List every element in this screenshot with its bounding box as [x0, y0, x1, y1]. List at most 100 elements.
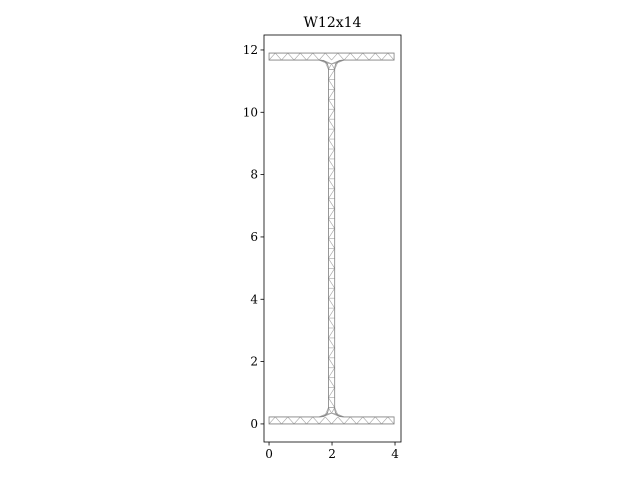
- mesh-edge: [328, 168, 335, 179]
- mesh-edge: [328, 188, 335, 199]
- mesh-edge: [328, 138, 335, 150]
- mesh-edge: [312, 52, 320, 61]
- mesh-edge: [300, 416, 307, 425]
- mesh-edge: [328, 89, 335, 100]
- axes-frame: [263, 34, 402, 443]
- mesh-edge: [331, 52, 339, 61]
- mesh-edge: [312, 416, 320, 425]
- mesh-edge: [328, 208, 335, 219]
- mesh-edge: [328, 238, 335, 249]
- mesh-edge: [275, 52, 282, 61]
- mesh-edge: [318, 413, 326, 418]
- mesh-group: [268, 52, 395, 425]
- mesh-edge: [328, 268, 335, 279]
- mesh-edge: [306, 52, 314, 61]
- mesh-edge: [387, 416, 395, 425]
- mesh-edge: [268, 416, 276, 425]
- mesh-edge: [331, 63, 335, 70]
- mesh-edge: [328, 109, 335, 120]
- mesh-edge: [343, 416, 351, 425]
- mesh-edge: [328, 298, 335, 309]
- mesh-edge: [331, 416, 339, 425]
- mesh-edge: [331, 407, 335, 414]
- mesh-edge: [328, 148, 335, 160]
- mesh-edge: [328, 79, 335, 90]
- y-tick-label: 0: [250, 417, 258, 431]
- mesh-edge: [318, 59, 326, 64]
- mesh-edge: [328, 278, 335, 289]
- y-tick-label: 4: [250, 292, 258, 306]
- mesh-edge: [337, 52, 345, 61]
- mesh-edge: [325, 416, 332, 425]
- mesh-edge: [343, 52, 351, 61]
- x-tick-label: 4: [391, 447, 399, 461]
- chart-title: W12x14: [304, 15, 362, 31]
- mesh-edge: [337, 416, 345, 425]
- mesh-edge: [293, 52, 301, 61]
- mesh-edge: [328, 119, 335, 130]
- mesh-edge: [381, 52, 389, 61]
- mesh-edge: [328, 337, 335, 349]
- y-tick-label: 2: [250, 355, 258, 369]
- axes: 0 2 4 0 2 4 6 8 10 12: [243, 34, 402, 461]
- mesh-edge: [328, 317, 335, 329]
- y-tick-label: 8: [250, 168, 258, 182]
- mesh-edge: [318, 52, 326, 61]
- mesh-edge: [350, 416, 357, 425]
- mesh-edge: [328, 248, 335, 259]
- mesh-edge: [325, 52, 332, 61]
- mesh-edge: [381, 416, 389, 425]
- mesh-edge: [328, 69, 335, 80]
- x-tick-label: 0: [265, 447, 273, 461]
- mesh-edge: [325, 62, 329, 70]
- mesh-edge: [362, 52, 370, 61]
- mesh-edge: [268, 52, 276, 61]
- mesh-edge: [328, 387, 335, 398]
- mesh-edge: [350, 52, 357, 61]
- mesh-edge: [328, 158, 335, 170]
- y-tick-label: 12: [243, 43, 258, 57]
- mesh-edge: [275, 416, 282, 425]
- mesh-edge: [356, 52, 364, 61]
- mesh-edge: [375, 52, 382, 61]
- mesh-edge: [368, 52, 376, 61]
- mesh-edge: [328, 347, 335, 358]
- mesh-edge: [368, 416, 376, 425]
- mesh-edge: [328, 128, 335, 140]
- mesh-edge: [328, 258, 335, 269]
- mesh-edge: [328, 367, 335, 378]
- mesh-edge: [328, 218, 335, 229]
- mesh-edge: [293, 416, 301, 425]
- mesh-edge: [334, 407, 338, 415]
- y-tick-label: 6: [250, 230, 258, 244]
- mesh-edge: [328, 307, 335, 319]
- mesh-edge: [328, 63, 332, 70]
- mesh-edge: [325, 407, 329, 415]
- mesh-edge: [306, 416, 314, 425]
- mesh-edge: [328, 99, 335, 110]
- mesh-edge: [300, 52, 307, 61]
- mesh-edge: [287, 416, 295, 425]
- y-tick-label: 10: [243, 105, 258, 119]
- mesh-edge: [328, 198, 335, 209]
- mesh-edge: [281, 52, 289, 61]
- mesh-edge: [318, 416, 326, 425]
- section-outline: [268, 52, 395, 425]
- mesh-edge: [328, 397, 335, 408]
- x-tick-label: 2: [328, 447, 336, 461]
- mesh-edge: [387, 52, 395, 61]
- mesh-edge: [334, 62, 338, 70]
- mesh-edge: [362, 416, 370, 425]
- mesh-edge: [356, 416, 364, 425]
- mesh-edge: [328, 288, 335, 299]
- mesh-edge: [281, 416, 289, 425]
- mesh-edge: [328, 327, 335, 339]
- mesh-edge: [328, 357, 335, 368]
- mesh-edge: [328, 178, 335, 189]
- mesh-edge: [328, 228, 335, 239]
- mesh-edge: [328, 377, 335, 388]
- mesh-edge: [328, 407, 332, 414]
- mesh-edge: [375, 416, 382, 425]
